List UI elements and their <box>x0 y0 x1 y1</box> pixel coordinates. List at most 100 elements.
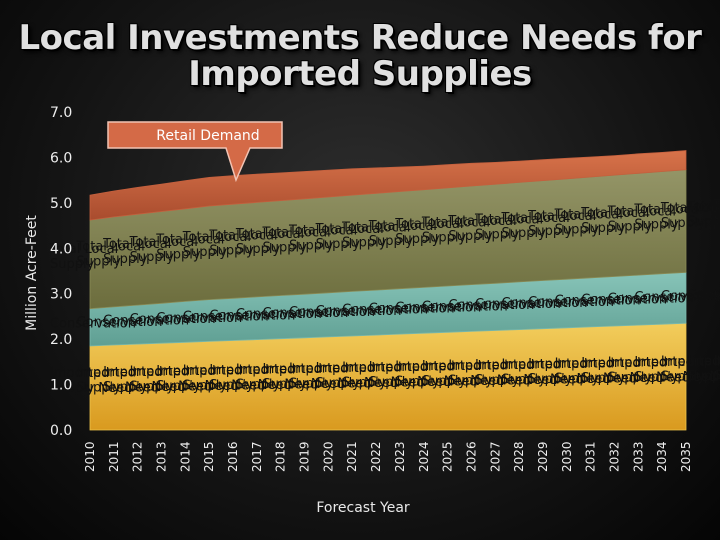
area-label-conservation: Conservation <box>502 296 588 311</box>
x-tick-label: 2030 <box>560 441 574 472</box>
x-tick-label: 2021 <box>345 441 359 472</box>
y-tick-label: 4.0 <box>50 241 72 257</box>
area-label-conservation: Conservation <box>262 306 348 321</box>
x-tick-label: 2035 <box>679 441 693 472</box>
x-tick-label: 2033 <box>631 441 645 472</box>
y-axis-label: Million Acre-Feet <box>24 215 40 331</box>
area-label-conservation: Conservation <box>661 289 720 304</box>
area-label-conservation: Conservation <box>209 308 295 323</box>
x-tick-label: 2025 <box>441 441 455 472</box>
area-label-conservation: Conservation <box>448 298 534 313</box>
x-tick-label: 2020 <box>321 441 335 472</box>
areas-layer <box>89 150 687 431</box>
y-tick-label: 6.0 <box>50 150 72 166</box>
x-tick-label: 2031 <box>584 441 598 472</box>
retail-demand-area <box>89 150 687 221</box>
area-label-conservation: Conservation <box>687 288 720 303</box>
area-label-conservation: Conservation <box>475 297 561 312</box>
x-tick-label: 2018 <box>274 441 288 472</box>
x-tick-label: 2034 <box>655 441 669 472</box>
area-label-conservation: Conservation <box>528 295 614 310</box>
y-tick-label: 5.0 <box>50 196 72 212</box>
retail-demand-callout-box <box>107 121 283 183</box>
retail-demand-callout: Retail Demand <box>107 121 283 183</box>
x-tick-label: 2032 <box>608 441 622 472</box>
area-label-conservation: Conservation <box>50 316 136 331</box>
area-label-conservation: Conservation <box>714 287 720 302</box>
area-label-conservation: Conservation <box>369 302 455 317</box>
x-tick-label: 2014 <box>178 441 192 472</box>
x-tick-label: 2027 <box>488 441 502 472</box>
y-tick-label: 1.0 <box>50 378 72 394</box>
area-label-conservation: Conservation <box>555 294 641 309</box>
x-tick-label: 2011 <box>107 441 121 472</box>
area-label-conservation: Conservation <box>395 300 481 315</box>
x-tick-label: 2023 <box>393 441 407 472</box>
area-label-conservation: Conservation <box>156 311 242 326</box>
y-ticks: 0.0 1.0 2.0 3.0 4.0 5.0 6.0 7.0 <box>50 105 72 439</box>
area-label-conservation: Conservation <box>581 292 667 307</box>
x-tick-label: 2015 <box>202 441 216 472</box>
area-label-conservation: Conservation <box>422 299 508 314</box>
area-label-conservation: Conservation <box>183 310 269 325</box>
x-tick-label: 2028 <box>512 441 526 472</box>
y-tick-label: 0.0 <box>50 423 72 439</box>
x-axis-label: Forecast Year <box>316 500 410 516</box>
area-label-conservation: Conservation <box>236 307 322 322</box>
area-label-conservation: Conservation <box>103 314 189 329</box>
area-label-conservation: Conservation <box>289 305 375 320</box>
x-tick-label: 2026 <box>464 441 478 472</box>
x-tick-label: 2013 <box>155 441 169 472</box>
area-label-conservation: Conservation <box>608 291 694 306</box>
area-label-conservation: Conservation <box>316 304 402 319</box>
x-ticks: 2010 2011 2012 2013 2014 2015 2016 2017 2018 2019… <box>83 441 693 472</box>
x-tick-label: 2019 <box>298 441 312 472</box>
area-label-conservation: Conservation <box>77 315 163 330</box>
y-tick-label: 3.0 <box>50 287 72 303</box>
area-label-conservation: Conservation <box>130 312 216 327</box>
page-title-line-2: Imported Supplies <box>188 54 532 94</box>
x-tick-label: 2012 <box>131 441 145 472</box>
